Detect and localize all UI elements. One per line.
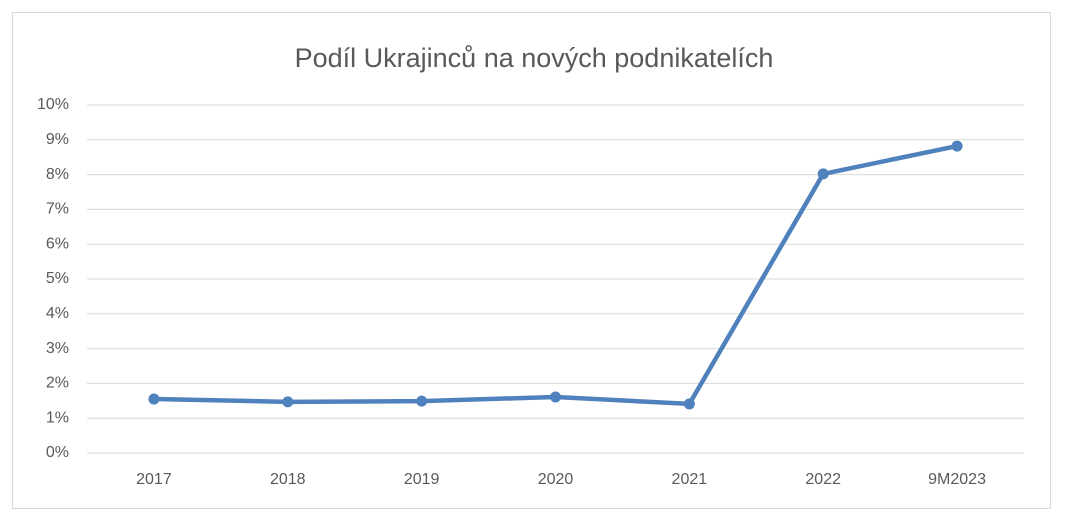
- point: [951, 140, 963, 152]
- y-tick-label: 0%: [46, 444, 69, 461]
- point: [550, 391, 561, 403]
- chart-title: Podíl Ukrajinců na nových podnikatelích: [295, 43, 774, 73]
- y-tick-label: 9%: [46, 131, 69, 148]
- y-tick-label: 3%: [46, 340, 69, 357]
- x-tick-label: 2021: [672, 471, 708, 488]
- point: [683, 398, 695, 410]
- y-tick-label: 1%: [46, 409, 69, 426]
- y-tick-label: 4%: [46, 305, 69, 322]
- x-tick-label: 9M2023: [928, 471, 986, 488]
- y-tick-label: 6%: [46, 235, 69, 252]
- y-tick-label: 8%: [46, 166, 69, 183]
- point: [416, 395, 428, 407]
- y-tick-label: 7%: [46, 201, 69, 218]
- x-tick-label: 2018: [270, 471, 306, 488]
- chart-frame: [12, 12, 1051, 509]
- x-tick-label: 2022: [805, 471, 841, 488]
- y-tick-label: 5%: [46, 270, 69, 287]
- point: [817, 168, 829, 180]
- x-tick-label: 2019: [404, 471, 440, 488]
- x-tick-label: 2017: [136, 471, 172, 488]
- y-tick-label: 10%: [37, 96, 69, 113]
- point: [282, 396, 294, 408]
- x-tick-label: 2020: [538, 471, 574, 488]
- y-tick-label: 2%: [46, 375, 69, 392]
- point: [148, 393, 160, 405]
